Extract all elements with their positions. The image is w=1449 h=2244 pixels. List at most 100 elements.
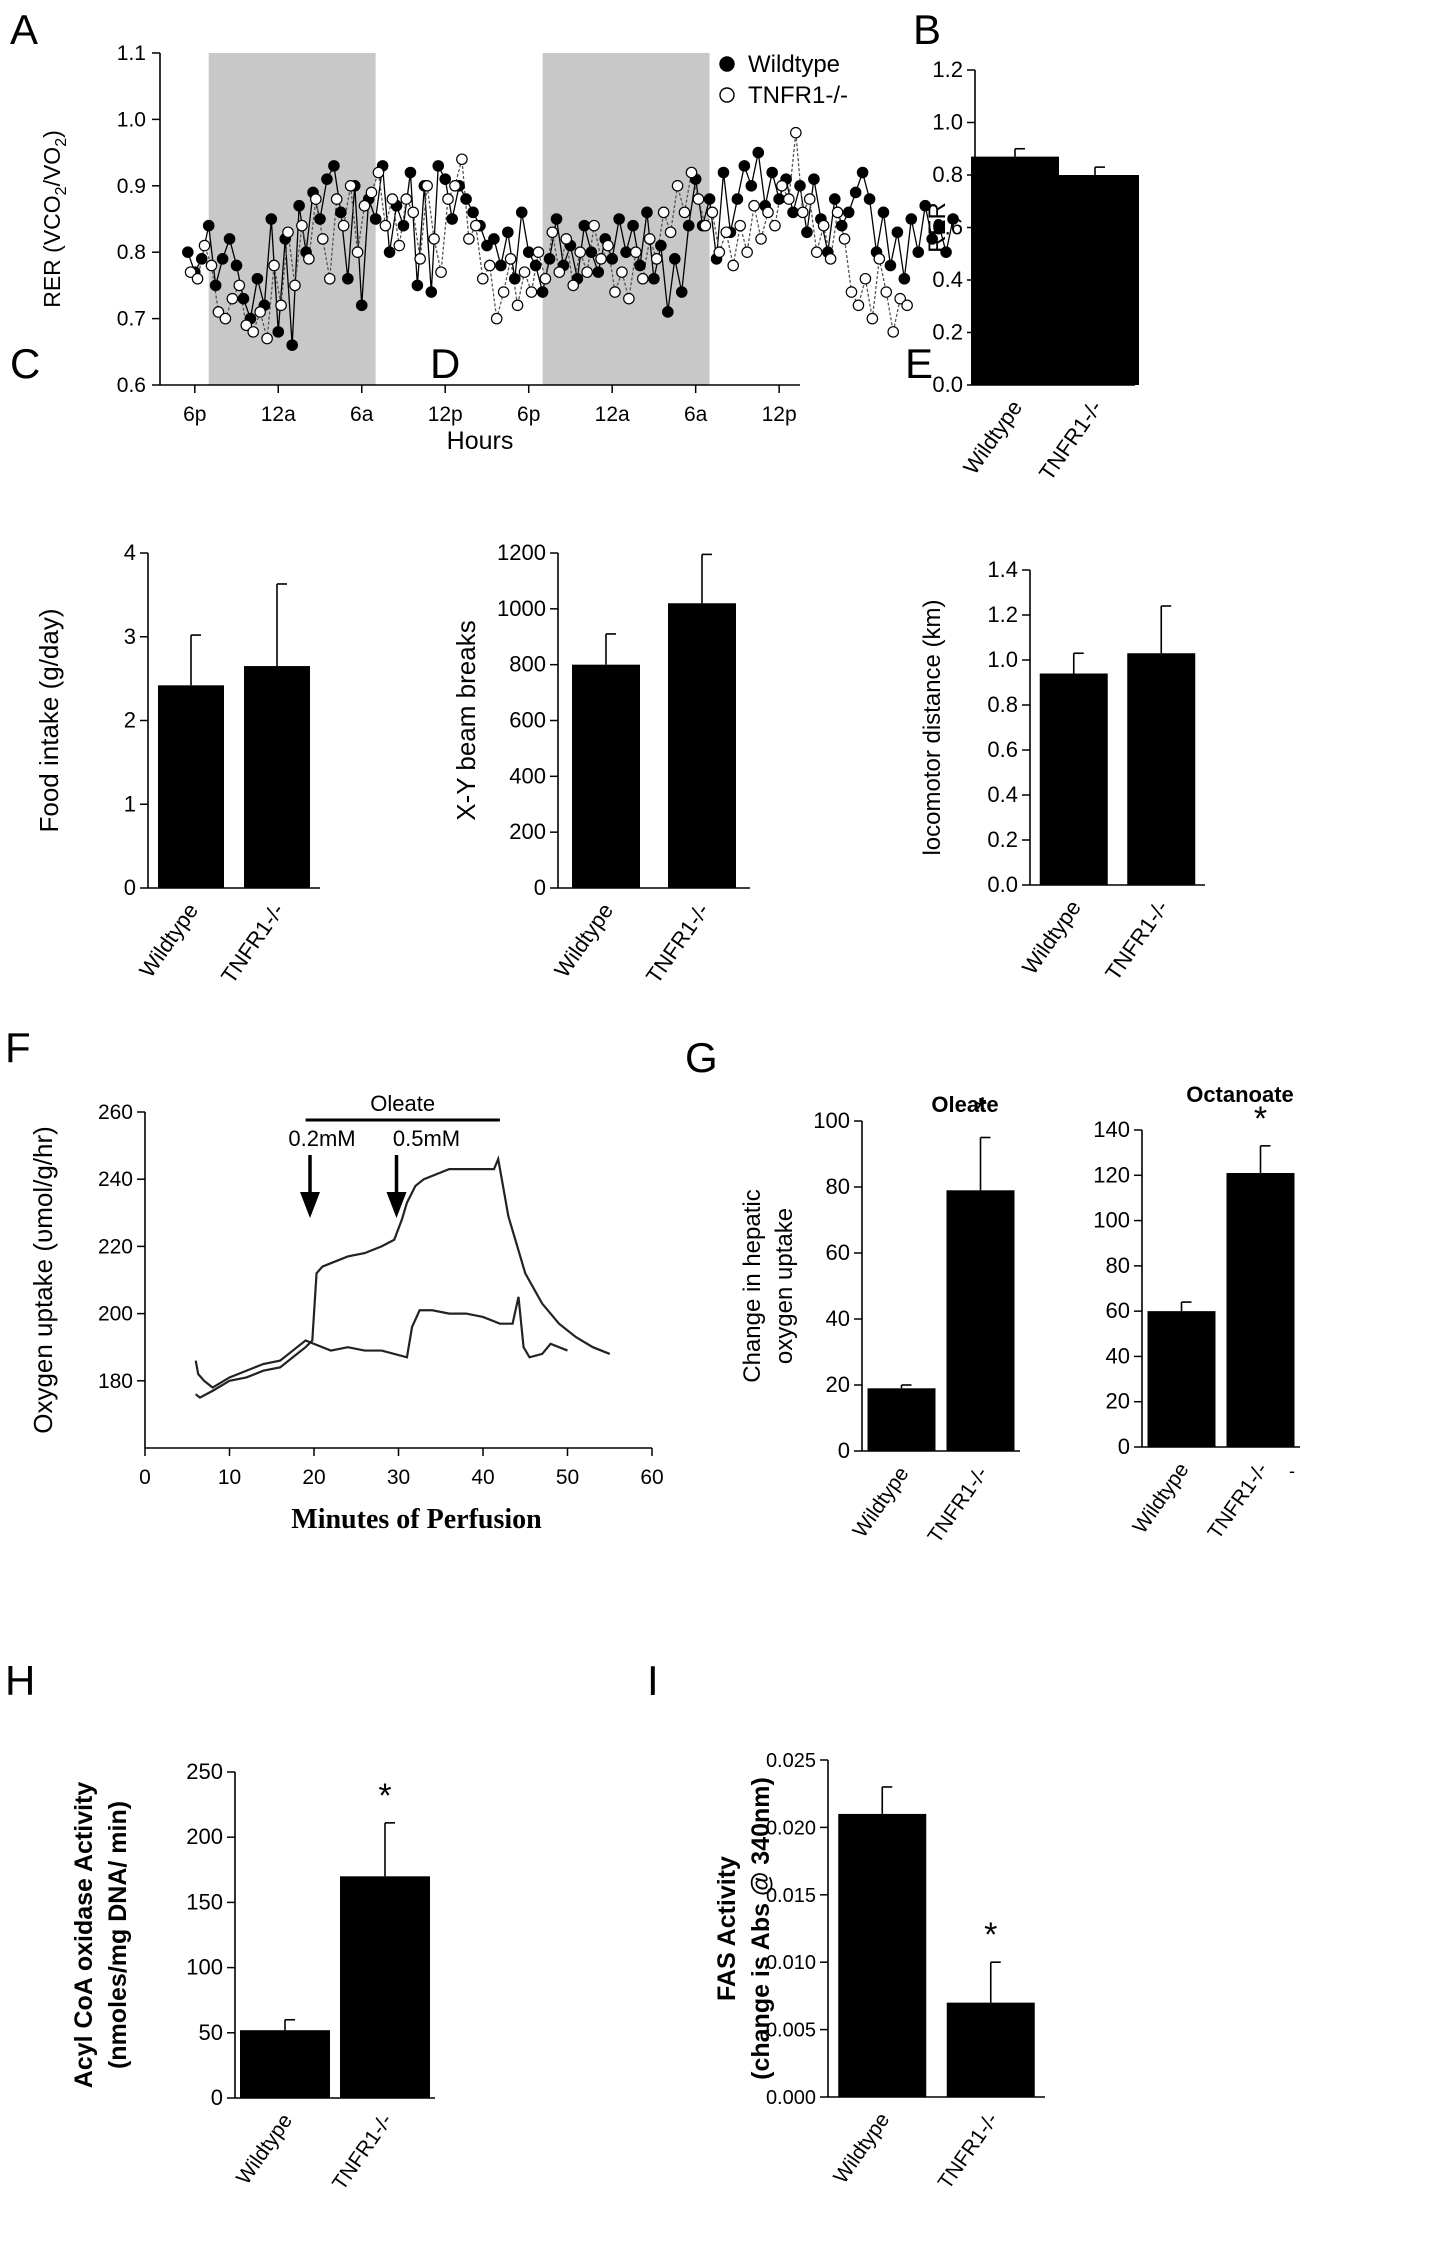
chart-F-xtick-label: 40: [471, 1466, 494, 1489]
chart-D-ytick-label: 1200: [497, 540, 546, 565]
chart-A-series-1-point: [316, 233, 329, 245]
chart-A-series-1-point: [616, 266, 628, 278]
chart-A-series-0-point: [446, 213, 458, 225]
chart-A-ytick-label: 0.8: [117, 241, 146, 264]
chart-E-ytick-label: 0.4: [987, 782, 1018, 807]
chart-A-series-1-point: [574, 246, 586, 258]
chart-A-series-0-point: [738, 160, 751, 172]
chart-F-arrow-head-0: [300, 1192, 320, 1218]
chart-A-series-1-point: [407, 206, 420, 219]
chart-A-series-0-point: [773, 193, 785, 205]
chart-A-series-1-point: [762, 206, 774, 219]
chart-A-ytick-label: 0.9: [117, 175, 146, 198]
chart-A-series-0-point: [439, 173, 452, 185]
chart-G2-ytick-label: 140: [1093, 1117, 1130, 1142]
chart-A-series-1-point: [289, 279, 301, 292]
chart-A-series-0-point: [293, 199, 305, 212]
chart-B-ytick-label: 0.0: [932, 372, 963, 397]
chart-A-series-0-point: [342, 272, 354, 285]
chart-A-series-1-point: [205, 259, 218, 272]
chart-A-ylabel-base: RER (VCO: [39, 195, 65, 307]
chart-G1-ytick-label: 40: [826, 1306, 850, 1331]
chart-A-series-1-point: [240, 319, 253, 332]
chart-A-series-1-point: [671, 180, 684, 192]
chart-A-series-0-point: [251, 272, 264, 285]
chart-A-series-1-point: [755, 233, 767, 245]
chart-A-series-0-point: [355, 299, 368, 312]
chart-G1-ytick-label: 60: [826, 1240, 850, 1265]
chart-B-ytick-label: 0.2: [932, 320, 963, 345]
chart-A-series-0-point: [842, 206, 855, 219]
panel-letter-g: G: [685, 1034, 718, 1081]
chart-D-bar-0: [572, 664, 640, 888]
chart-H-significance-star: *: [378, 1777, 391, 1815]
chart-A-series-0-point: [766, 166, 778, 179]
chart-A-series-1-point: [393, 239, 406, 252]
chart-A-series-1-point: [657, 206, 670, 219]
chart-A-series-1-point: [602, 239, 614, 252]
chart-f: 180 200 220 240 260 0 10 20 30 40 50 60 Minutes of P…: [28, 1091, 664, 1535]
chart-A-series-0-point: [432, 160, 445, 172]
chart-A-series-1-point: [713, 246, 726, 258]
chart-A-series-1-point: [783, 193, 795, 205]
chart-A-ytick-label: 1.0: [117, 108, 146, 131]
panel-letter-i: I: [647, 1657, 659, 1704]
chart-A-series-0-point: [230, 259, 243, 272]
chart-A-series-0-point: [272, 326, 285, 338]
chart-A-series-1-point: [372, 166, 385, 179]
chart-A-series-0-point: [675, 286, 688, 298]
chart-A-ylabel-mid: /VO: [39, 147, 65, 187]
chart-A-series-0-point: [195, 253, 208, 265]
chart-A-series-1-point: [887, 326, 900, 338]
chart-H-bar-0: [240, 2030, 330, 2098]
chart-C-ytick-label: 4: [124, 540, 136, 565]
chart-e: 0.0 0.2 0.4 0.6 0.8 1.0 1.2 1.4 Wildtype TNFR1-/-…: [919, 557, 1205, 985]
chart-C-category-label: Wildtype: [134, 899, 203, 982]
chart-A-series-1-point: [442, 193, 454, 205]
chart-A-series-1-point: [803, 193, 816, 205]
chart-A-series-1-point: [824, 253, 837, 265]
chart-A-series-1-point: [358, 199, 371, 212]
chart-A-series-0-point: [585, 246, 598, 258]
chart-F-xlabel: Minutes of Perfusion: [291, 1504, 542, 1535]
chart-I-category-label: TNFR1-/-: [934, 2109, 1003, 2194]
chart-A-xlabel: Hours: [447, 427, 514, 455]
chart-I-bar-1: [946, 2002, 1035, 2097]
chart-A-series-1-point: [595, 253, 607, 265]
chart-G1-ylabel-line2: oxygen uptake: [771, 1208, 798, 1364]
chart-I-ytick-label: 0.025: [766, 1750, 816, 1772]
chart-A-series-1-point: [504, 253, 517, 265]
chart-A-series-1-point: [623, 292, 635, 305]
chart-B-ytick-label: 0.4: [932, 267, 963, 292]
chart-C-bar-0: [158, 685, 224, 888]
chart-A-series-1-point: [400, 193, 413, 205]
chart-A-series-1-point: [692, 193, 705, 205]
chart-G1-bar-1: [946, 1190, 1015, 1451]
chart-A-xtick-label: 6a: [684, 403, 708, 426]
chart-G1-significance-star: *: [974, 1092, 987, 1130]
chart-E-ytick-label: 1.4: [987, 557, 1018, 582]
chart-A-series-1-point: [796, 206, 809, 219]
chart-A-ylabel: RER (VCO2/VO2): [39, 130, 70, 308]
chart-E-ytick-label: 0.6: [987, 737, 1018, 762]
chart-A-xtick-label: 12p: [428, 403, 463, 426]
chart-A-series-0-point: [460, 193, 472, 205]
chart-A-series-1-point: [699, 219, 712, 232]
chart-A-series-0-point: [682, 219, 695, 232]
panel-letter-e: E: [905, 340, 933, 387]
chart-A-series-0-point: [898, 272, 911, 285]
chart-F-arrow-label-1: 0.5mM: [393, 1126, 460, 1151]
chart-A-series-0-point: [856, 166, 869, 179]
chart-I-ytick-label: 0.005: [766, 2020, 816, 2042]
chart-D-bar-1: [668, 603, 736, 888]
chart-A-series-0-point: [849, 186, 862, 199]
chart-A-series-1-point: [894, 292, 906, 305]
chart-A-series-1-point: [581, 266, 593, 278]
chart-A-series-0-point: [411, 279, 424, 292]
chart-I-significance-star: *: [984, 1916, 997, 1954]
chart-A-series-1-point: [852, 299, 865, 312]
chart-F-xtick-label: 60: [640, 1466, 663, 1489]
chart-A-ylabel-sub2: 2: [53, 138, 70, 147]
